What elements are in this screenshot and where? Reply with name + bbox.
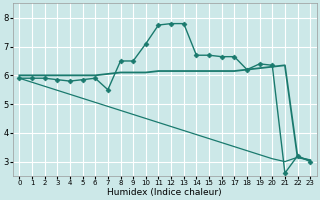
X-axis label: Humidex (Indice chaleur): Humidex (Indice chaleur) [108, 188, 222, 197]
